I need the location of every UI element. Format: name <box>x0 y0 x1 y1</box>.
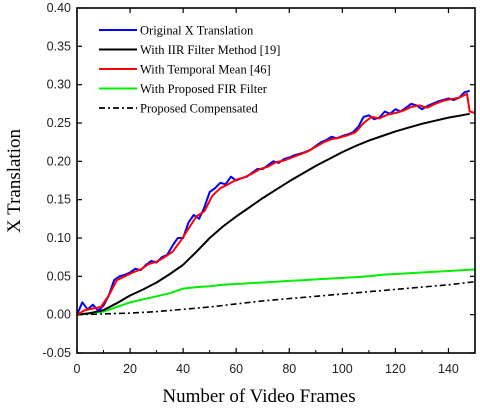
x-axis-title: Number of Video Frames <box>162 386 355 407</box>
series-layer <box>76 89 476 316</box>
plot-frame <box>76 7 476 354</box>
series-line-1 <box>76 112 470 316</box>
y-tick-label: 0.05 <box>47 269 71 283</box>
x-tick-label: 40 <box>176 362 190 376</box>
x-tick-label: 60 <box>229 362 243 376</box>
legend-label: Original X Translation <box>140 24 254 38</box>
y-axis-title: X Translation <box>4 129 25 233</box>
x-tick-label: 120 <box>385 362 406 376</box>
y-tick-label: 0.15 <box>47 193 71 207</box>
series-line-3 <box>76 268 476 316</box>
legend-label: Proposed Compensated <box>140 102 258 116</box>
y-tick-label: 0.40 <box>47 1 71 15</box>
x-tick-label: 100 <box>332 362 353 376</box>
y-tick-label: -0.05 <box>43 346 72 360</box>
x-tick-label: 20 <box>123 362 137 376</box>
y-tick-label: 0.35 <box>47 39 71 53</box>
y-tick-label: 0.25 <box>47 116 71 130</box>
x-tick-label: 0 <box>74 362 81 376</box>
y-tick-label: 0.30 <box>47 78 71 92</box>
tick-labels-layer: 0 20 40 60 80 100 120 140 -0.05 0.00 0.05 0.10 0.15 0… <box>43 1 459 376</box>
y-tick-label: 0.00 <box>47 308 71 322</box>
legend-label: With Proposed FIR Filter <box>140 82 268 96</box>
series-line-4 <box>76 280 476 316</box>
x-tick-label: 140 <box>438 362 459 376</box>
legend-label: With Temporal Mean [46] <box>140 63 271 77</box>
x-tick-label: 80 <box>282 362 296 376</box>
y-tick-label: 0.20 <box>47 154 71 168</box>
y-tick-label: 0.10 <box>47 231 71 245</box>
legend: Original X Translation With IIR Filter Me… <box>99 24 280 116</box>
series-line-2 <box>76 92 476 316</box>
legend-label: With IIR Filter Method [19] <box>140 43 280 57</box>
